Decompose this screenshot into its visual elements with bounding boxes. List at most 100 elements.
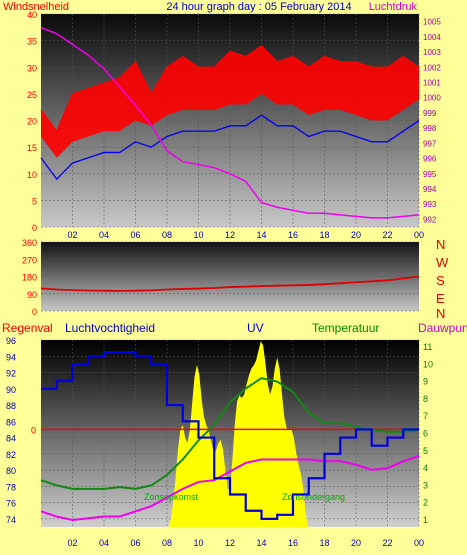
wind-line [40,114,420,181]
climate-x-tick-label: 20 [351,538,361,548]
climate-x-tick-label: 12 [225,538,235,548]
wind-tick-label: 40 [27,10,37,20]
wind-x-tick-label: 22 [382,230,392,240]
uv-axis-title: UV [247,321,264,335]
pressure-tick-label: 1000 [423,94,441,103]
humidity-line [41,351,419,520]
wind-tick-label: 25 [27,90,37,100]
wind-x-tick-label: 06 [130,230,140,240]
wind-tick-label: 5 [32,196,37,206]
pressure-tick-label: 997 [423,139,437,148]
temperature-line [40,377,420,490]
humidity-tick-label: 90 [6,385,16,395]
humidity-tick-label: 76 [6,499,16,509]
wind-tick-label: 10 [27,170,37,180]
wind-tick-label: 0 [32,223,37,233]
uv-tick-label: 4 [423,463,428,473]
uv-tick-label: 6 [423,429,428,439]
pressure-tick-label: 998 [423,124,437,133]
pressure-tick-label: 1005 [423,18,441,27]
pressure-axis-title: Luchtdruk [369,1,418,13]
pressure-tick-label: 994 [423,185,437,194]
climate-x-tick-label: 08 [162,538,172,548]
uv-tick-label: 7 [423,411,428,421]
pressure-tick-label: 999 [423,109,437,118]
dewpoint-axis-title: Dauwpunt [418,321,467,335]
humidity-tick-label: 74 [6,515,16,525]
climate-x-tick-label: 02 [67,538,77,548]
pressure-tick-label: 1003 [423,48,441,57]
humidity-tick-label: 94 [6,352,16,362]
humidity-tick-label: 84 [6,434,16,444]
wind-tick-label: 35 [27,37,37,47]
humidity-tick-label: 78 [6,482,16,492]
direction-tick-label: 0 [32,307,37,317]
pressure-tick-label: 1002 [423,63,441,72]
chart-title: 24 hour graph day : 05 February 2014 [166,1,351,13]
climate-x-tick-label: 04 [99,538,109,548]
direction-tick-label: 360 [22,238,37,248]
wind-x-tick-label: 04 [99,230,109,240]
climate-x-tick-label: 22 [382,538,392,548]
compass-n-bottom: N [436,306,445,321]
gust-line [40,45,420,133]
wind-x-tick-label: 20 [351,230,361,240]
uv-tick-label: 2 [423,498,428,508]
pressure-tick-label: 995 [423,170,437,179]
compass-n-top: N [436,237,445,252]
humidity-axis-title: Luchtvochtigheid [65,321,155,335]
wind-x-tick-label: 16 [288,230,298,240]
wind-tick-label: 15 [27,143,37,153]
direction-tick-label: 90 [27,290,37,300]
gust-band [41,45,419,158]
wind-x-tick-label: 02 [67,230,77,240]
wind-axis-title: Windsnelheid [3,1,69,13]
climate-x-tick-label: 10 [193,538,203,548]
compass-s: S [436,273,445,288]
direction-tick-label: 270 [22,255,37,265]
humidity-tick-label: 86 [6,417,16,427]
humidity-tick-label: 80 [6,466,16,476]
compass-e: E [436,291,445,306]
climate-x-tick-label: 18 [319,538,329,548]
uv-tick-label: 8 [423,394,428,404]
humidity-tick-label: 82 [6,450,16,460]
wind-tick-label: 20 [27,117,37,127]
uv-tick-label: 1 [423,515,428,525]
wind-x-tick-label: 10 [193,230,203,240]
wind-x-tick-label: 14 [256,230,266,240]
pressure-line [40,26,420,219]
humidity-tick-label: 96 [6,336,16,346]
uv-tick-label: 3 [423,480,428,490]
temperature-axis-title: Temperatuur [312,321,379,335]
rain-tick-label: 0 [31,425,36,435]
humidity-tick-label: 88 [6,401,16,411]
sunrise-label: Zonsopkomst [144,492,199,502]
uv-tick-label: 10 [423,359,433,369]
climate-x-tick-label: 16 [288,538,298,548]
direction-line [40,275,420,292]
wind-tick-label: 30 [27,63,37,73]
climate-x-tick-label: 06 [130,538,140,548]
uv-tick-label: 9 [423,377,428,387]
climate-x-tick-label: 00 [414,538,424,548]
uv-tick-label: 5 [423,446,428,456]
wind-x-tick-label: 08 [162,230,172,240]
rain-axis-title: Regenval [2,321,53,335]
pressure-tick-label: 993 [423,200,437,209]
sunset-label: Zonsondergang [282,492,345,502]
direction-tick-label: 180 [22,273,37,283]
compass-w: W [436,255,449,270]
wind-x-tick-label: 18 [319,230,329,240]
wind-x-tick-label: 12 [225,230,235,240]
pressure-tick-label: 992 [423,215,437,224]
wind-x-tick-label: 00 [414,230,424,240]
pressure-tick-label: 1004 [423,33,441,42]
uv-tick-label: 11 [423,342,432,352]
dewpoint-line [40,455,420,522]
climate-x-tick-label: 14 [256,538,266,548]
humidity-tick-label: 92 [6,369,16,379]
pressure-tick-label: 996 [423,155,437,164]
pressure-tick-label: 1001 [423,78,441,87]
